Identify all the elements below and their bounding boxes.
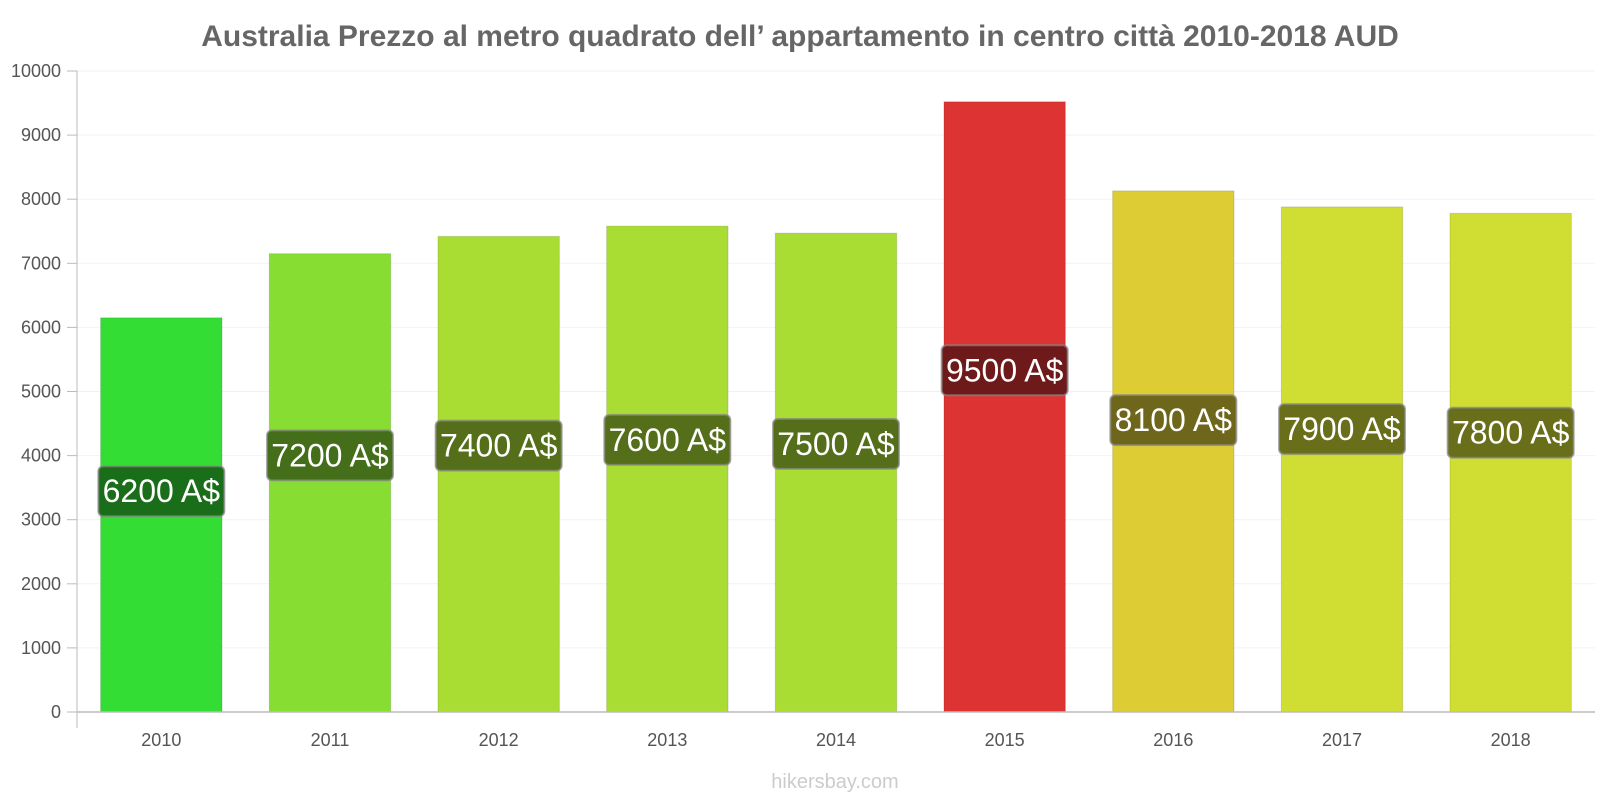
data-label: 7800 A$: [1452, 415, 1570, 451]
data-label-box: [97, 465, 226, 518]
x-tick-label: 2015: [985, 730, 1025, 750]
data-label-box: [1278, 403, 1406, 456]
y-tick-label: 5000: [21, 382, 61, 402]
y-tick-label: 10000: [11, 61, 61, 81]
data-label: 8100 A$: [1115, 402, 1233, 438]
x-tick-label: 2016: [1153, 730, 1193, 750]
bar-2011: [268, 253, 392, 713]
y-tick-label: 1000: [21, 638, 61, 658]
data-label-box: [772, 417, 900, 470]
x-tick-label: 2013: [647, 730, 687, 750]
x-tick-label: 2012: [479, 730, 519, 750]
y-tick-label: 9000: [21, 125, 61, 145]
data-labels: 6200 A$ 7200 A$ 7400 A$ 7600 A$ 7500 A$ 9500 …: [97, 344, 1575, 518]
data-label: 7900 A$: [1283, 411, 1401, 447]
bar-2012: [437, 235, 560, 713]
y-tick-label: 7000: [21, 253, 61, 273]
data-label-box: [603, 413, 732, 466]
data-label-box: [940, 344, 1069, 397]
bar-2013: [606, 225, 729, 713]
bar-2017: [1280, 206, 1404, 713]
data-label: 7200 A$: [271, 437, 389, 473]
y-axis: 0 1000 2000 3000 4000 5000 6000 7000 8000 9000 100…: [11, 61, 78, 728]
data-label: 9500 A$: [946, 352, 1064, 388]
data-label-box: [266, 429, 394, 482]
data-label-box: [434, 419, 563, 472]
bar-2016: [1112, 190, 1235, 713]
data-label: 6200 A$: [103, 473, 221, 509]
data-label: 7400 A$: [440, 428, 558, 464]
data-label: 7600 A$: [609, 422, 727, 458]
x-axis: 2010 2011 2012 2013 2014 2015 2016 2017 2018: [77, 711, 1595, 750]
data-label-box: [1446, 406, 1575, 459]
credit-text: hikersbay.com: [771, 771, 898, 793]
bar-2014: [774, 232, 898, 713]
y-tick-label: 8000: [21, 189, 61, 209]
x-tick-label: 2014: [816, 730, 856, 750]
bar-2018: [1449, 212, 1572, 713]
y-tick-label: 0: [51, 702, 61, 722]
x-tick-label: 2010: [141, 730, 181, 750]
y-tick-label: 6000: [21, 317, 61, 337]
y-tick-label: 4000: [21, 446, 61, 466]
data-label-box: [1109, 394, 1238, 447]
y-tick-label: 3000: [21, 510, 61, 530]
x-tick-label: 2018: [1491, 730, 1531, 750]
data-label: 7500 A$: [777, 426, 895, 462]
bar-2015: [943, 101, 1066, 713]
chart-title: Australia Prezzo al metro quadrato dell’…: [201, 20, 1399, 53]
y-tick-label: 2000: [21, 574, 61, 594]
x-tick-label: 2017: [1322, 730, 1362, 750]
x-tick-label: 2011: [311, 730, 350, 750]
